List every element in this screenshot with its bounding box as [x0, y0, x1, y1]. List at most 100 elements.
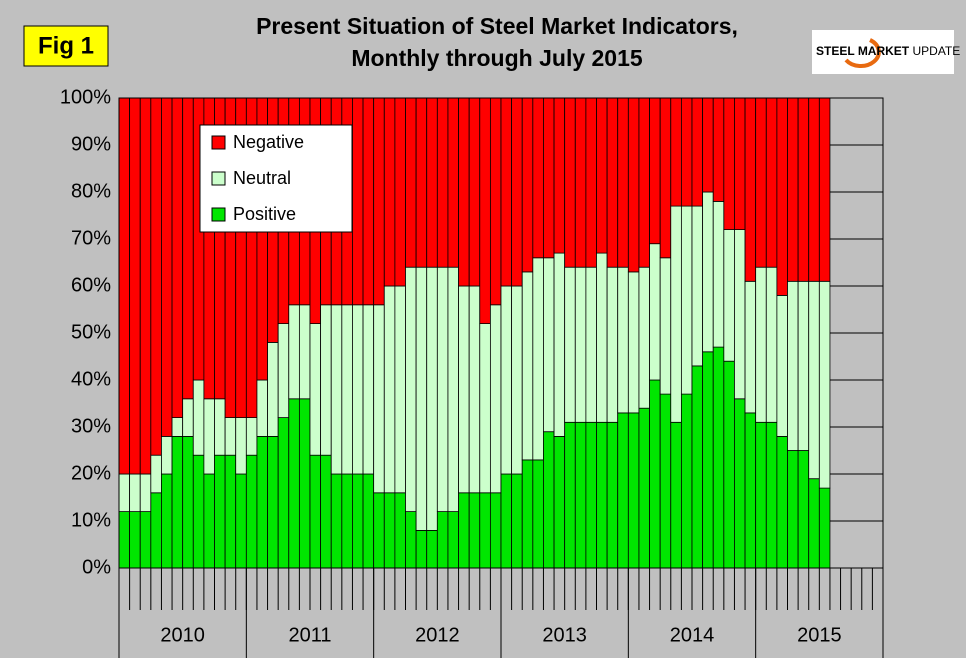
legend-swatch: [211, 207, 226, 222]
bar-segment: [818, 280, 831, 489]
plot: 0% 10% 20% 30% 40% 50% 60% 70% 80% 90% 100% 2010 201…: [60, 86, 884, 658]
legend: Negative Neutral Positive: [199, 124, 353, 233]
bar-segment: [776, 294, 788, 437]
bar-segment: [267, 341, 279, 437]
y-tick-label: 70%: [71, 227, 111, 249]
bar-segment: [405, 511, 417, 569]
bar-segment: [426, 530, 438, 569]
bar-segment: [521, 459, 534, 569]
bar-segment: [500, 285, 513, 475]
bar-segment: [649, 243, 661, 381]
bar-segment: [627, 412, 640, 569]
bar-segment: [627, 271, 640, 414]
bar-segment: [161, 435, 173, 475]
bar-segment: [129, 473, 141, 512]
bar-segment: [245, 417, 258, 456]
bar-segment: [585, 97, 597, 268]
bar-segment: [458, 492, 470, 569]
bar-segment: [320, 454, 332, 569]
bar-segment: [298, 304, 311, 400]
bar-segment: [139, 97, 152, 475]
bar-segment: [564, 266, 576, 423]
bar-segment: [543, 97, 555, 259]
logo-swoosh: [844, 38, 881, 69]
bar-segment: [511, 97, 523, 287]
legend-label: Positive: [233, 204, 296, 224]
bar-segment: [765, 266, 778, 423]
bar-segment: [479, 323, 491, 494]
bar-segment: [680, 97, 693, 207]
bar-segment: [150, 492, 162, 569]
y-tick-label: 0%: [82, 556, 111, 578]
bar-segment: [596, 252, 608, 423]
chart-title: Present Situation of Steel Market Indica…: [256, 13, 738, 39]
bar-segment: [203, 473, 215, 569]
bar-segment: [712, 346, 725, 569]
bar-segment: [543, 431, 555, 569]
bar-segment: [553, 435, 566, 569]
x-group-label: 2011: [288, 624, 331, 646]
bar-segment: [617, 412, 629, 569]
bar-segment: [394, 97, 406, 287]
y-tick-label: 80%: [71, 180, 111, 202]
bar-segment: [150, 97, 162, 456]
bar-segment: [150, 454, 162, 494]
bar-segment: [638, 266, 650, 409]
bar-segment: [808, 280, 820, 480]
bar-segment: [288, 398, 300, 569]
bar-segment: [139, 511, 152, 569]
logo-text: STEEL MARKET UPDATE: [816, 44, 960, 58]
bar-segment: [203, 398, 215, 475]
bar-segment: [712, 200, 725, 348]
bar-segment: [585, 266, 597, 423]
x-group-label: 2015: [797, 624, 842, 646]
bar-segment: [755, 421, 767, 569]
bar-segment: [436, 97, 449, 268]
bar-segment: [680, 205, 693, 395]
bar-segment: [309, 454, 322, 569]
bar-segment: [415, 97, 428, 268]
bar-segment: [532, 459, 544, 569]
bar-segment: [723, 97, 735, 231]
bar-segment: [277, 323, 290, 419]
bar-segment: [256, 435, 268, 569]
bar-segment: [489, 492, 502, 569]
bar-segment: [670, 205, 682, 423]
bar-segment: [129, 511, 141, 569]
bar-segment: [415, 266, 428, 531]
bar-segment: [691, 365, 704, 569]
bar-segment: [702, 351, 714, 569]
bar-segment: [574, 266, 587, 423]
bar-segment: [341, 473, 353, 569]
bar-segment: [521, 97, 534, 273]
bar-segment: [373, 97, 385, 306]
bar-segment: [744, 280, 757, 414]
bar-segment: [702, 191, 714, 353]
y-tick-label: 30%: [71, 415, 111, 437]
bar-segment: [617, 97, 629, 268]
bar-segment: [468, 492, 481, 569]
bar-segment: [288, 304, 300, 400]
bar-segment: [426, 97, 438, 268]
bar-segment: [171, 97, 184, 419]
bar-segment: [659, 97, 672, 259]
bar-segment: [118, 511, 131, 569]
bar-segment: [352, 97, 364, 306]
bar-segment: [489, 97, 502, 306]
bar-segment: [532, 257, 544, 461]
bar-segment: [691, 97, 704, 207]
badge-box: [23, 25, 109, 67]
bar-segment: [129, 97, 141, 475]
bar-segment: [553, 252, 566, 437]
bar-segment: [479, 492, 491, 569]
bar-segment: [468, 97, 481, 287]
bar-segment: [627, 97, 640, 273]
bar-segment: [436, 266, 449, 513]
bar-segment: [341, 304, 353, 475]
bar-segment: [118, 473, 131, 512]
bar-segment: [447, 511, 459, 569]
bar-segment: [649, 379, 661, 569]
bar-segment: [744, 97, 757, 282]
bar-segment: [277, 417, 290, 569]
